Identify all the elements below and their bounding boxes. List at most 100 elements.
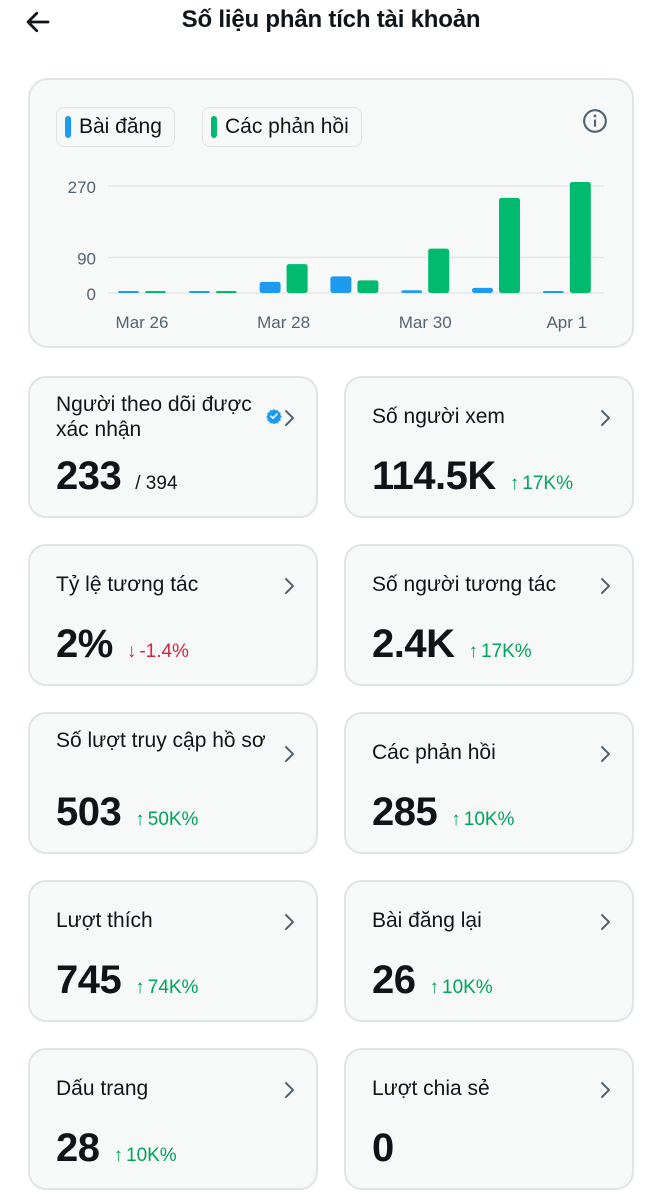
stat-change: ↑ 50K%: [135, 809, 198, 831]
stat-change: ↓ -1.4%: [127, 641, 189, 663]
stat-label: Số lượt truy cập hồ sơ: [56, 729, 266, 752]
stat-change: ↑ 17K%: [510, 473, 573, 495]
chevron-right-icon: [285, 914, 294, 930]
stat-card[interactable]: Số lượt truy cập hồ sơ 503 ↑ 50K%: [28, 712, 318, 854]
arrow-up-icon: ↑: [468, 641, 479, 662]
stat-label: Số người tương tác: [372, 573, 557, 596]
stat-value-row: 114.5K ↑ 17K%: [372, 454, 573, 499]
stat-label: Lượt chia sẻ: [372, 1077, 490, 1100]
legend-swatch-posts: [65, 116, 71, 138]
stat-change-value: 50K%: [147, 809, 199, 830]
x-tick-label: Mar 30: [399, 313, 452, 332]
legend-label-posts: Bài đăng: [79, 115, 162, 138]
stat-value: 114.5K: [372, 454, 496, 498]
arrow-up-icon: ↑: [509, 473, 520, 494]
stat-label: Dấu trang: [56, 1077, 149, 1100]
chevron-right-icon: [285, 1082, 294, 1098]
stat-label: Tỷ lệ tương tác: [56, 573, 199, 596]
stat-card[interactable]: Bài đăng lại 26 ↑ 10K%: [344, 880, 634, 1022]
arrow-down-icon: ↓: [126, 641, 137, 662]
stat-change-value: 17K%: [481, 641, 532, 662]
stat-value: 28: [56, 1126, 100, 1170]
x-tick-label: Apr 1: [546, 313, 587, 332]
chevron-right-icon: [601, 410, 610, 426]
verified-badge-icon: [266, 409, 282, 424]
stat-value: 745: [56, 958, 122, 1002]
stat-card[interactable]: Tỷ lệ tương tác 2% ↓ -1.4%: [28, 544, 318, 686]
bar-posts: [401, 290, 423, 293]
back-button[interactable]: [22, 6, 54, 38]
bar-posts: [472, 287, 493, 293]
bar-chart: 270 90 0 Mar 26 Mar 28 Mar 30 Apr 1: [68, 178, 604, 332]
bar-replies: [428, 248, 450, 293]
stat-value: 26: [372, 958, 416, 1002]
arrow-up-icon: ↑: [113, 1145, 124, 1166]
stat-value: 2.4K: [372, 622, 455, 666]
bar-replies: [357, 280, 379, 293]
bar-replies: [286, 264, 308, 293]
stat-label: Các phản hồi: [372, 741, 496, 764]
stat-total: / 394: [135, 473, 178, 494]
chevron-right-icon: [285, 410, 294, 426]
bar-replies: [499, 197, 520, 293]
chevron-right-icon: [285, 746, 294, 762]
stat-change-value: 10K%: [442, 977, 493, 998]
stat-change-value: -1.4%: [139, 641, 189, 662]
bar-replies: [569, 182, 591, 293]
stat-change-value: 74K%: [147, 977, 199, 998]
stat-value-row: 285 ↑ 10K%: [372, 790, 514, 835]
stat-value-row: 2% ↓ -1.4%: [56, 622, 189, 667]
chevron-right-icon: [601, 1082, 610, 1098]
bar-posts: [330, 276, 352, 293]
arrow-up-icon: ↑: [451, 809, 461, 830]
legend-swatch-replies: [211, 116, 217, 138]
legend-replies[interactable]: Các phản hồi: [202, 107, 362, 147]
stat-value-row: 0: [372, 1126, 394, 1171]
stat-value-row: 26 ↑ 10K%: [372, 958, 493, 1003]
stat-value: 233: [56, 454, 122, 498]
stat-card[interactable]: Số người tương tác 2.4K ↑ 17K%: [344, 544, 634, 686]
stat-card[interactable]: Dấu trang 28 ↑ 10K%: [28, 1048, 318, 1190]
stat-value: 503: [56, 790, 122, 834]
x-tick-label: Mar 26: [116, 313, 169, 332]
bar-posts: [188, 291, 210, 293]
y-tick-label: 0: [87, 285, 96, 304]
bar-posts: [259, 281, 281, 293]
bar-posts: [118, 291, 139, 293]
stat-change: ↑ 10K%: [430, 977, 493, 999]
stat-card[interactable]: Các phản hồi 285 ↑ 10K%: [344, 712, 634, 854]
legend-posts[interactable]: Bài đăng: [56, 107, 175, 147]
stat-change-value: 17K%: [522, 473, 573, 494]
stat-card[interactable]: Số người xem 114.5K ↑ 17K%: [344, 376, 634, 518]
arrow-up-icon: ↑: [429, 977, 440, 998]
info-icon[interactable]: [582, 108, 608, 134]
bar-replies: [215, 291, 237, 293]
stat-label: Người theo dõi được xác nhận: [56, 393, 252, 441]
bar-posts: [542, 291, 564, 293]
stat-label: Lượt thích: [56, 909, 153, 932]
stat-card[interactable]: Người theo dõi được xác nhận 233 / 394: [28, 376, 318, 518]
stat-card[interactable]: Lượt thích 745 ↑ 74K%: [28, 880, 318, 1022]
stat-change: ↑ 10K%: [451, 809, 514, 831]
chart-card: Bài đăng Các phản hồi 270 90 0 Mar 26 Mar 28…: [28, 78, 634, 348]
stat-value: 0: [372, 1126, 394, 1170]
stat-value: 2%: [56, 622, 113, 666]
y-tick-label: 90: [77, 249, 96, 268]
stat-value-row: 233 / 394: [56, 454, 178, 499]
x-tick-label: Mar 28: [257, 313, 310, 332]
bar-replies: [145, 291, 166, 293]
stat-change-value: 10K%: [126, 1145, 177, 1166]
stat-change: ↑ 17K%: [469, 641, 532, 663]
header: Số liệu phân tích tài khoản: [0, 0, 662, 44]
stat-value-row: 503 ↑ 50K%: [56, 790, 198, 835]
stat-label: Bài đăng lại: [372, 909, 482, 932]
stat-label: Số người xem: [372, 405, 505, 428]
stat-value: 285: [372, 790, 438, 834]
chevron-right-icon: [285, 578, 294, 594]
y-tick-label: 270: [68, 178, 96, 197]
stat-change-value: 10K%: [463, 809, 515, 830]
stat-card[interactable]: Lượt chia sẻ 0: [344, 1048, 634, 1190]
stat-change: ↑ 74K%: [135, 977, 198, 999]
arrow-up-icon: ↑: [135, 977, 145, 998]
stat-value-row: 745 ↑ 74K%: [56, 958, 198, 1003]
